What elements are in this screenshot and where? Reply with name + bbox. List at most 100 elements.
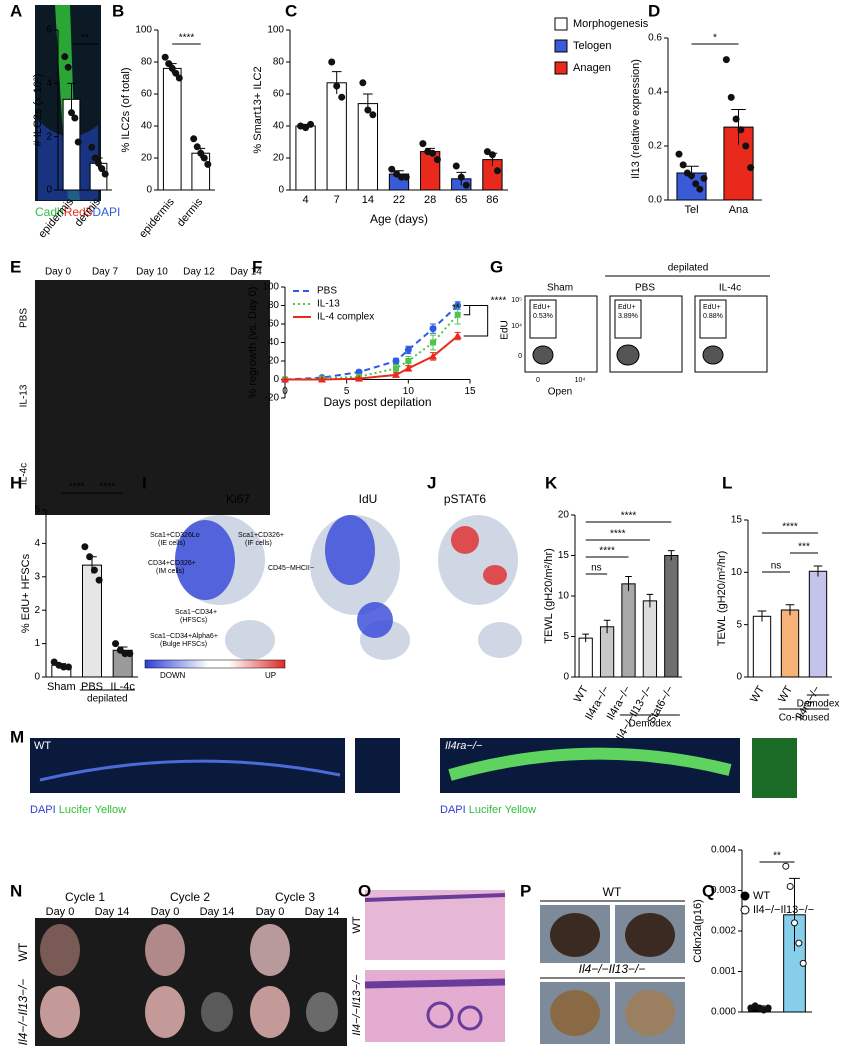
- y-axis-label: % ILC2s (of total): [120, 68, 132, 153]
- x-tick-label: 7: [334, 194, 340, 206]
- legend-swatch: [554, 61, 568, 75]
- sig-label: ****: [782, 522, 798, 533]
- y-tick-label: 2: [46, 131, 52, 142]
- group-label: Il4−/−Il13−/−: [579, 962, 646, 976]
- bar: [642, 600, 658, 678]
- error-bar: [667, 550, 675, 561]
- cluster-label: (IF cells): [245, 540, 272, 547]
- data-point: [493, 167, 501, 175]
- panel-letter: O: [358, 881, 371, 900]
- x-tick-label: IL-4c: [110, 681, 135, 693]
- cluster-label: Sca1−CD34+Alpha6+: [150, 633, 218, 640]
- panel-letter: J: [427, 473, 436, 492]
- data-point: [727, 93, 735, 101]
- data-point: [74, 138, 82, 146]
- cycle-label: Cycle 3: [275, 890, 315, 904]
- x-tick-label: 14: [362, 194, 374, 206]
- data-point: [61, 53, 69, 61]
- col-label: Day 14: [230, 267, 262, 278]
- data-point: [168, 64, 176, 72]
- y-axis-label: TEWL (gH20/m²/hr): [716, 551, 728, 647]
- data-point: [68, 109, 75, 117]
- y-tick-label: 0: [146, 185, 152, 196]
- color-scale: [144, 659, 286, 669]
- panel-letter: Q: [702, 881, 715, 900]
- x-tick-label: Ana: [729, 204, 749, 216]
- sig-label: **: [773, 851, 781, 862]
- plot-title: pSTAT6: [444, 492, 487, 506]
- cluster-label: Sca1+CD326Lo: [150, 532, 200, 539]
- error-bar: [785, 604, 795, 616]
- data-point: [799, 959, 807, 967]
- data-point: [302, 124, 310, 132]
- cluster-label: Sca1−CD34+: [175, 609, 217, 616]
- data-point: [488, 151, 496, 159]
- stain: DAPI: [92, 205, 120, 219]
- error-bar: [603, 619, 611, 634]
- data-point: [722, 56, 730, 64]
- data-point: [696, 185, 704, 193]
- data-point: [393, 170, 401, 178]
- col-label: Day 12: [183, 267, 215, 278]
- x-tick-label: Tel: [684, 204, 698, 216]
- gate-percent: 0.53%: [533, 313, 553, 320]
- sig-label: ns: [771, 561, 782, 572]
- cluster-label: CD34+CD326+: [148, 560, 196, 567]
- panel-letter: B: [112, 1, 124, 20]
- data-point: [679, 161, 687, 169]
- data-point: [419, 140, 427, 148]
- stain: Lucifer Yellow: [59, 804, 126, 816]
- marker: [393, 365, 399, 372]
- y-axis-label: # ILC2s (x 10³): [32, 74, 44, 147]
- group-label: Demodex: [797, 699, 840, 710]
- data-point: [307, 120, 315, 128]
- x-tick-label: 15: [464, 386, 476, 397]
- data-point: [50, 658, 58, 666]
- inset-image: [355, 738, 400, 793]
- sig-label: ****: [610, 529, 626, 540]
- col-label: IL-4c: [719, 283, 741, 294]
- day-label: Day 0: [256, 906, 285, 918]
- marker: [318, 375, 326, 383]
- day-label: Day 0: [151, 906, 180, 918]
- y-tick-label: 4: [46, 78, 52, 89]
- stain: Red5: [64, 205, 93, 219]
- sig-label: *: [713, 33, 717, 44]
- y-tick-label: 80: [273, 57, 285, 68]
- y-tick-label: 20: [141, 153, 153, 164]
- y-tick-label: 10: [731, 567, 743, 578]
- data-point: [429, 149, 437, 157]
- y-tick-label: 2: [34, 605, 40, 616]
- sig-label: ****: [599, 546, 615, 557]
- group-label: depilated: [87, 694, 128, 705]
- data-point: [190, 135, 198, 143]
- legend-swatch: [554, 39, 568, 53]
- y-tick-label: 0.004: [711, 845, 736, 856]
- panel-letter: L: [722, 473, 732, 492]
- bar: [780, 609, 800, 678]
- data-point: [782, 862, 790, 870]
- marker: [355, 374, 363, 382]
- x-axis-label: Days post depilation: [323, 395, 431, 409]
- legend-marker: [740, 891, 750, 901]
- tsne: [175, 515, 522, 660]
- sig-bracket: [463, 305, 471, 316]
- y-tick-label: 0.6: [648, 33, 662, 44]
- histology: [365, 890, 505, 960]
- y-tick-label: 0.2: [648, 141, 662, 152]
- panel-letter: C: [285, 1, 297, 20]
- data-point: [86, 553, 94, 561]
- data-point: [786, 882, 794, 890]
- data-point: [71, 114, 79, 122]
- sig-label: ****: [179, 33, 195, 44]
- sig-bracket: [463, 305, 489, 337]
- axis-label: EdU: [500, 320, 511, 339]
- col-label: Sham: [547, 283, 573, 294]
- tick-label: 10⁵: [511, 297, 522, 304]
- y-tick-label: 6: [46, 25, 52, 36]
- data-point: [88, 143, 96, 151]
- legend-label: Morphogenesis: [573, 18, 649, 30]
- error-bar: [813, 565, 823, 577]
- y-tick-label: 80: [268, 300, 280, 311]
